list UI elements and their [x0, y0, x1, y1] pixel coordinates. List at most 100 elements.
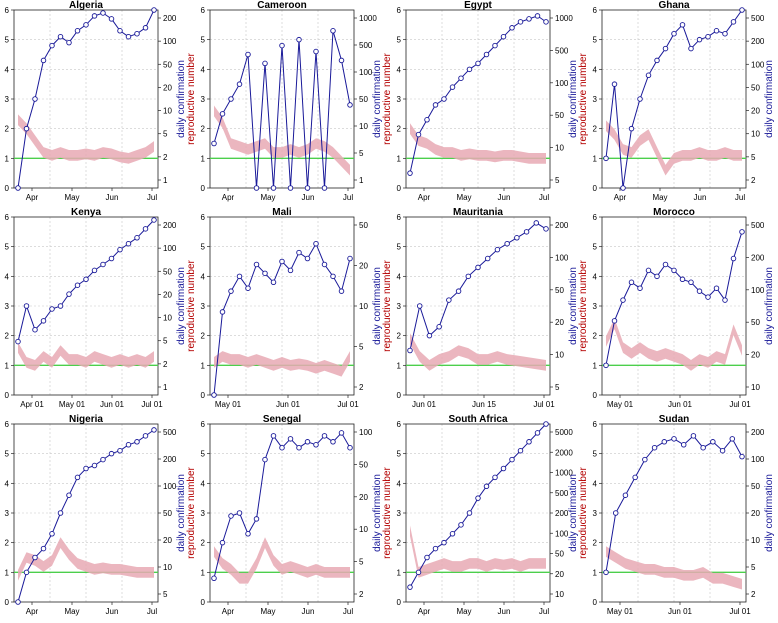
confirmation-point [211, 575, 217, 582]
confirmation-point [134, 235, 140, 241]
left-tick-label: 2 [593, 332, 598, 341]
left-tick-label: 5 [397, 450, 402, 459]
confirmation-point [449, 531, 456, 537]
rt-band [606, 546, 742, 590]
x-tick-label: May 01 [215, 400, 242, 409]
panel-mali: Mali 0 1 2 3 4 5 6 2 5 10 20 50 May 01 Jun 01 Jul 01 rep… [186, 207, 383, 409]
confirmation-point [611, 81, 618, 87]
left-tick-label: 2 [593, 125, 598, 134]
left-tick-label: 6 [5, 420, 10, 429]
x-tick-label: Jul [539, 607, 549, 616]
confirmation-point [671, 30, 677, 37]
left-tick-label: 3 [201, 302, 206, 311]
left-tick-label: 1 [593, 568, 598, 577]
right-tick-label: 200 [555, 221, 569, 230]
left-tick-label: 6 [397, 420, 402, 429]
right-tick-label: 2 [359, 383, 364, 392]
confirmation-point [415, 569, 422, 576]
left-tick-label: 6 [397, 6, 402, 15]
confirmation-point [688, 45, 694, 52]
confirmation-point [330, 273, 336, 280]
rt-band [606, 318, 742, 371]
panel-kenya: Kenya 0 1 2 3 4 5 6 1 2 5 10 20 50 100 200 Apr 01 May 01 J… [0, 207, 187, 409]
panel-title: Senegal [263, 414, 302, 425]
x-tick-label: Jun 01 [668, 400, 693, 409]
confirmation-point [466, 510, 473, 516]
x-tick-label: Jun [106, 607, 119, 616]
left-axis-label: reproductive number [0, 259, 1, 351]
right-tick-label: 5 [163, 337, 168, 346]
left-tick-label: 6 [593, 213, 598, 222]
confirmation-point [679, 22, 686, 28]
right-tick-label: 5 [359, 149, 364, 158]
left-tick-label: 0 [201, 391, 206, 400]
right-axis-label: daily confirmation [764, 267, 775, 345]
x-tick-label: May [64, 193, 79, 202]
left-tick-label: 1 [593, 361, 598, 370]
right-tick-label: 100 [359, 68, 373, 77]
confirmation-point [253, 185, 260, 191]
left-tick-label: 4 [397, 65, 402, 74]
left-tick-label: 4 [5, 479, 10, 488]
right-tick-label: 10 [163, 563, 172, 572]
confirmation-point [49, 306, 55, 312]
x-tick-label: Apr [614, 193, 627, 202]
confirmation-point [49, 42, 55, 49]
left-tick-label: 6 [5, 6, 10, 15]
rt-band [410, 123, 546, 164]
right-tick-label: 50 [359, 221, 368, 230]
right-tick-label: 50 [751, 482, 760, 491]
confirmation-point [125, 33, 132, 40]
x-tick-label: Jun 15 [472, 400, 497, 409]
confirmation-point [74, 28, 81, 34]
confirmation-point [108, 255, 115, 262]
right-tick-label: 100 [555, 529, 569, 538]
confirmation-point [83, 465, 89, 472]
confirmation-point [211, 140, 217, 147]
confirmation-point [534, 13, 541, 19]
right-tick-label: 5 [359, 558, 364, 567]
right-tick-label: 20 [163, 83, 172, 92]
confirmation-point [441, 96, 447, 102]
right-axis-label: daily confirmation [372, 60, 383, 138]
confirmation-point [603, 155, 609, 162]
confirmation-point [100, 456, 106, 463]
confirmation-point [700, 444, 706, 451]
confirmation-point [449, 84, 456, 90]
rt-band [410, 333, 546, 371]
right-tick-label: 5 [359, 343, 364, 352]
x-tick-label: Jul [539, 193, 549, 202]
x-tick-label: Jul [343, 607, 353, 616]
confirmation-point [441, 539, 447, 546]
x-tick-label: Jun 01 [668, 607, 693, 616]
left-axis-label: reproductive number [0, 52, 1, 144]
confirmation-point [236, 81, 243, 87]
confirmation-point [330, 439, 336, 445]
confirmation-point [622, 492, 629, 498]
left-tick-label: 4 [201, 479, 206, 488]
right-tick-label: 200 [163, 221, 177, 230]
panel-ghana: Ghana 0 1 2 3 4 5 6 2 5 10 20 50 100 200 500 Apr May Jun Ju… [578, 0, 775, 202]
left-tick-label: 5 [201, 36, 206, 45]
confirmation-point [671, 267, 677, 274]
confirmation-point [66, 39, 72, 46]
right-tick-label: 20 [555, 318, 564, 327]
left-tick-label: 2 [397, 332, 402, 341]
confirmation-point [679, 276, 686, 283]
confirmation-point [475, 264, 481, 271]
confirmation-point [407, 347, 413, 354]
confirmation-point [465, 273, 472, 280]
rt-band [214, 351, 350, 377]
left-tick-label: 4 [5, 65, 10, 74]
left-tick-label: 3 [5, 509, 10, 518]
left-tick-label: 2 [5, 332, 10, 341]
right-axis-label: daily confirmation [568, 60, 579, 138]
confirmation-point [40, 318, 47, 324]
confirmation-point [32, 326, 38, 333]
confirmation-point [730, 19, 737, 25]
confirmation-point [458, 75, 464, 81]
confirmation-point [637, 285, 643, 291]
right-tick-label: 10 [555, 144, 564, 153]
left-tick-label: 2 [201, 539, 206, 548]
left-tick-label: 3 [201, 95, 206, 104]
